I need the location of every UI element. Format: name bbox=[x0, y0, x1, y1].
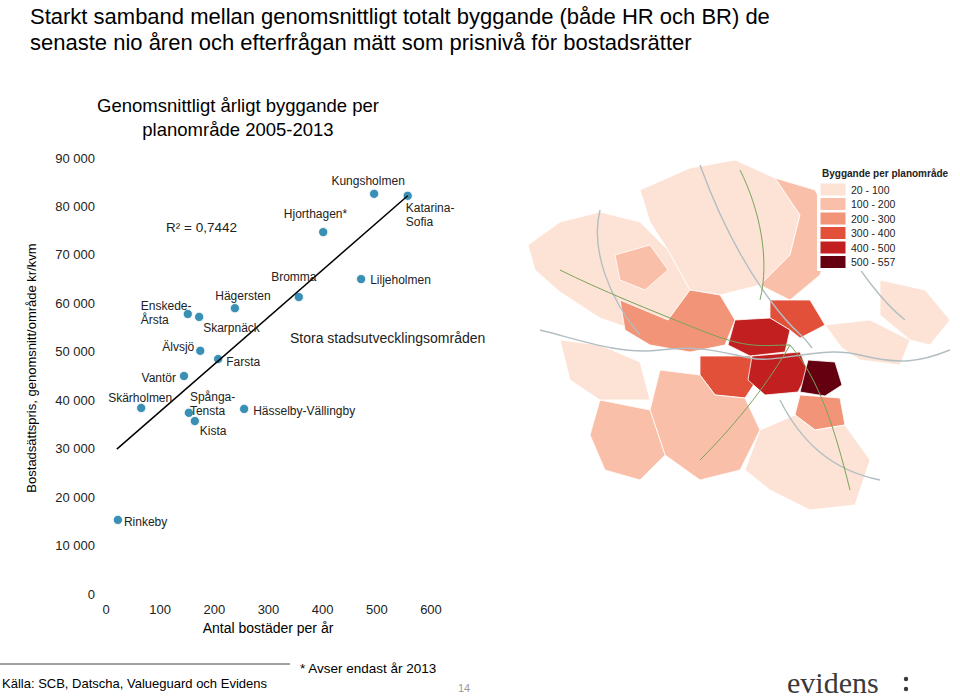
legend-swatch bbox=[820, 241, 846, 254]
legend-label: 20 - 100 bbox=[851, 184, 890, 196]
x-tick-label: 300 bbox=[258, 602, 280, 617]
point-label: Skärholmen bbox=[108, 391, 172, 405]
point-label-line: Årsta bbox=[141, 312, 169, 327]
x-axis-title: Antal bostäder per år bbox=[203, 620, 334, 636]
page: {"chart_data": { "type": "scatter", "tit… bbox=[0, 0, 960, 699]
trend-line bbox=[117, 196, 408, 449]
point-label-line: Katarina- bbox=[406, 201, 455, 215]
legend-label: 100 - 200 bbox=[851, 198, 896, 210]
legend-swatch bbox=[820, 183, 846, 196]
y-tick-label: 40 000 bbox=[55, 393, 95, 408]
title: Starkt samband mellan genomsnittligt tot… bbox=[30, 4, 845, 56]
point-label: Hägersten bbox=[215, 289, 270, 303]
point-label-line: Sofia bbox=[406, 215, 434, 229]
point-label: Kungsholmen bbox=[331, 174, 404, 188]
point-label: Spånga-Tensta bbox=[190, 390, 235, 418]
page-number: 14 bbox=[458, 682, 470, 694]
scatter-point bbox=[196, 346, 205, 355]
point-label: Vantör bbox=[142, 371, 176, 385]
x-tick-label: 0 bbox=[102, 602, 109, 617]
source: Källa: SCB, Datscha, Valueguard och Evid… bbox=[2, 676, 267, 691]
x-tick-label: 600 bbox=[420, 602, 442, 617]
y-tick-label: 80 000 bbox=[55, 199, 95, 214]
map-legend: Byggande per planområde 20 - 100 100 - 200… bbox=[817, 165, 949, 271]
scatter-point bbox=[357, 275, 366, 284]
x-tick-label: 200 bbox=[203, 602, 225, 617]
y-tick-label: 50 000 bbox=[55, 344, 95, 359]
annotation: R² = 0,7442 bbox=[166, 220, 237, 235]
y-tick-label: 0 bbox=[88, 587, 95, 602]
legend-label: 500 - 557 bbox=[851, 256, 896, 268]
y-tick-label: 30 000 bbox=[55, 441, 95, 456]
scatter-point bbox=[179, 371, 188, 380]
legend-label: 200 - 300 bbox=[851, 213, 896, 225]
legend-label: 400 - 500 bbox=[851, 242, 896, 254]
point-label: Katarina-Sofia bbox=[406, 201, 455, 229]
scatter-point bbox=[230, 304, 239, 313]
map-area bbox=[560, 340, 650, 400]
scatter-point bbox=[240, 404, 249, 413]
legend-background bbox=[817, 165, 948, 271]
map-area bbox=[728, 318, 790, 356]
y-tick-label: 10 000 bbox=[55, 538, 95, 553]
point-label: Farsta bbox=[226, 355, 260, 369]
map-rail bbox=[560, 270, 790, 346]
point-label-line: Tensta bbox=[190, 404, 226, 418]
x-tick-label: 100 bbox=[149, 602, 171, 617]
canvas: Byggande per planområde 20 - 100 100 - 200… bbox=[0, 0, 960, 699]
map-area bbox=[650, 370, 760, 480]
point-label: Liljeholmen bbox=[370, 273, 431, 287]
scatter-point bbox=[190, 416, 199, 425]
y-tick-label: 60 000 bbox=[55, 296, 95, 311]
x-tick-label: 400 bbox=[312, 602, 334, 617]
map-rail bbox=[790, 345, 850, 490]
point-label-line: Enskede- bbox=[141, 299, 192, 313]
logo-dot bbox=[904, 687, 908, 691]
subtitle: Genomsnittligt årligt byggande per plano… bbox=[82, 94, 394, 142]
point-label: Hässelby-Vällingby bbox=[253, 404, 355, 418]
annotation: Stora stadsutvecklingsområden bbox=[290, 330, 485, 346]
legend-title: Byggande per planområde bbox=[822, 168, 949, 179]
axes: 0 10 000 20 000 30 000 40 000 50 000 60 000 70 … bbox=[24, 151, 442, 637]
map-rail bbox=[700, 345, 790, 460]
map-area bbox=[615, 245, 668, 290]
footer-rule bbox=[0, 664, 290, 665]
y-axis-title: Bostadsättspris, genomsnitt/område kr/kv… bbox=[24, 243, 39, 492]
y-tick-label: 20 000 bbox=[55, 490, 95, 505]
map-water bbox=[780, 400, 880, 480]
map-rail bbox=[740, 170, 764, 300]
map bbox=[528, 160, 950, 510]
footnote: * Avser endast år 2013 bbox=[300, 661, 436, 676]
point-label: Hjorthagen* bbox=[284, 207, 348, 221]
point-labels: Rinkeby Skärholmen Vantör Älvsjö Enskede-Års… bbox=[108, 174, 454, 529]
point-label: Bromma bbox=[271, 270, 317, 284]
x-tick-label: 500 bbox=[366, 602, 388, 617]
logo-dot bbox=[904, 677, 908, 681]
map-area bbox=[880, 280, 950, 345]
point-label: Skarpnäck bbox=[203, 321, 261, 335]
legend-swatch bbox=[820, 256, 846, 269]
point-label: Enskede-Årsta bbox=[141, 299, 192, 327]
legend-label: 300 - 400 bbox=[851, 227, 896, 239]
map-area bbox=[800, 360, 842, 396]
legend-swatch bbox=[820, 212, 846, 225]
map-water bbox=[540, 330, 950, 361]
map-area bbox=[590, 400, 665, 480]
point-label-line: Spånga- bbox=[190, 390, 235, 404]
map-area bbox=[745, 415, 870, 510]
map-water bbox=[700, 165, 812, 348]
logo: evidens bbox=[787, 666, 879, 699]
legend-swatch bbox=[820, 227, 846, 240]
point-label: Älvsjö bbox=[162, 340, 194, 354]
legend-swatch bbox=[820, 198, 846, 211]
y-tick-label: 90 000 bbox=[55, 151, 95, 166]
point-label: Kista bbox=[200, 424, 227, 438]
plot-marks bbox=[113, 189, 412, 524]
scatter-point bbox=[370, 189, 379, 198]
y-tick-label: 70 000 bbox=[55, 247, 95, 262]
scatter-point bbox=[319, 228, 328, 237]
map-water bbox=[597, 210, 640, 335]
scatter-point bbox=[113, 515, 122, 524]
point-label: Rinkeby bbox=[124, 515, 167, 529]
